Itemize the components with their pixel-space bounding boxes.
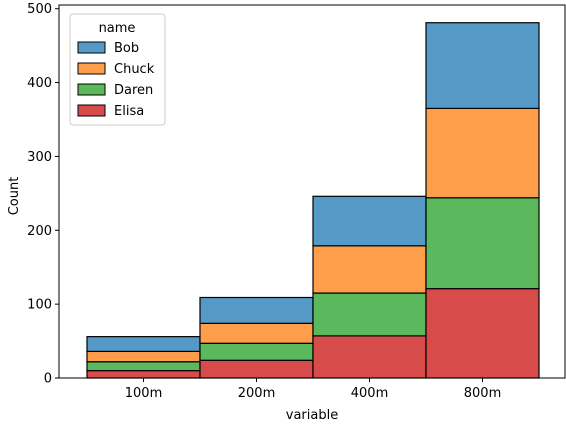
bar-segment-chuck-400m [312,245,427,294]
axes-frame [58,4,566,379]
legend-swatch-bob [77,41,106,54]
bar-segment-daren-400m [312,292,427,337]
bar-segment-bob-200m [199,296,314,324]
y-axis-ticks: 0 100 200 300 400 500 [27,2,59,387]
bar-segment-elisa-200m [199,359,314,379]
bars-group [86,22,540,379]
legend-label-daren: Daren [114,83,153,98]
legend-label-chuck: Chuck [114,62,155,77]
legend-title: name [99,21,136,36]
y-tick-label: 0 [44,372,52,387]
x-tick-label: 400m [351,386,388,401]
bar-segment-daren-800m [425,197,540,290]
y-tick-label: 300 [27,150,52,165]
bar-segment-elisa-100m [86,370,201,379]
legend-swatch-chuck [77,62,106,75]
y-tick-label: 200 [27,224,52,239]
legend-swatch-daren [77,83,106,96]
bar-segment-chuck-200m [199,322,314,344]
y-tick-label: 400 [27,76,52,91]
y-axis-label: Count [7,177,22,216]
bar-segment-daren-100m [86,361,201,372]
plot-border [58,4,566,379]
x-axis-ticks: 100m 200m 400m 800m [125,378,501,401]
bar-segment-daren-200m [199,342,314,361]
legend: name Bob Chuck Daren Elisa [69,13,166,126]
legend-label-elisa: Elisa [114,104,144,119]
bar-segment-chuck-800m [425,107,540,199]
bar-segment-bob-100m [86,336,201,353]
legend-label-bob: Bob [114,41,139,56]
bar-segment-elisa-800m [425,288,540,379]
y-tick-label: 100 [27,298,52,313]
x-tick-label: 200m [238,386,275,401]
bar-segment-bob-400m [312,195,427,247]
legend-swatch-elisa [77,104,106,117]
bar-segment-chuck-100m [86,350,201,363]
x-tick-label: 100m [125,386,162,401]
x-axis-label: variable [286,408,338,423]
x-tick-label: 800m [464,386,501,401]
bar-segment-elisa-400m [312,335,427,379]
bar-segment-bob-800m [425,22,540,110]
y-tick-label: 500 [27,2,52,17]
